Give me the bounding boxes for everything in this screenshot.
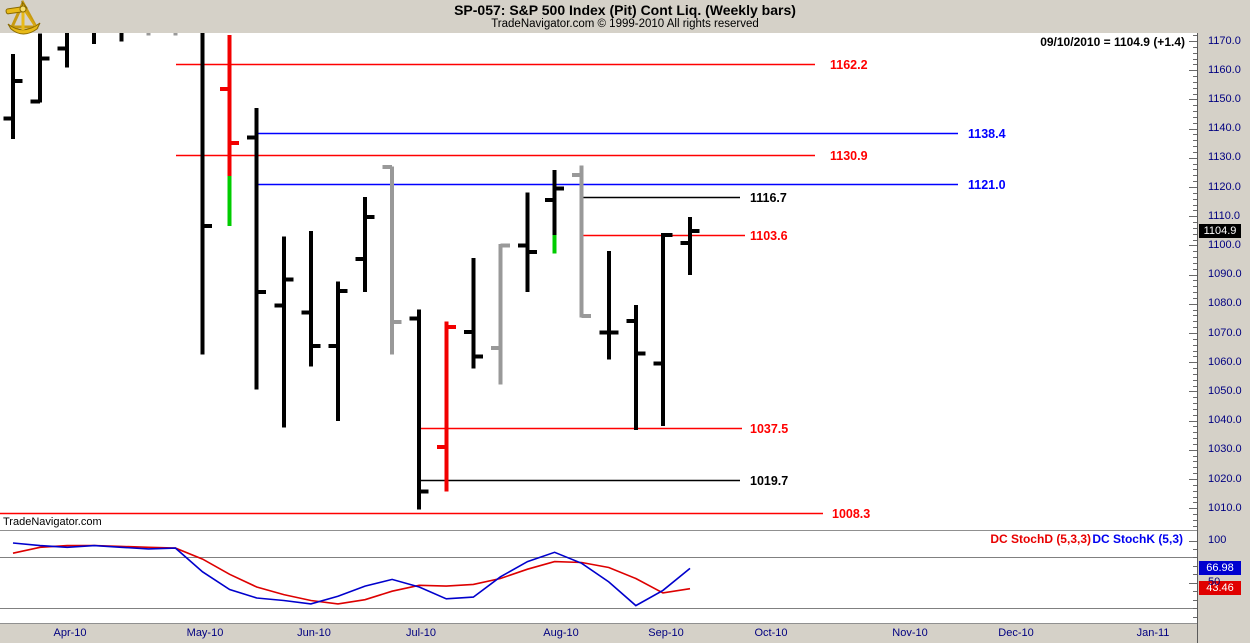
- ohlc-bar: [599, 251, 619, 360]
- ohlc-bar: [436, 321, 456, 492]
- ohlc-bar: [146, 33, 151, 36]
- time-axis: Apr-10 May-10 Jun-10 Jul-10 Aug-10 Sep-10 Oct-…: [0, 624, 1250, 643]
- price-axis-label: 1130.0: [1208, 151, 1241, 164]
- month-axis-label: Sep-10: [648, 627, 684, 639]
- ohlc-bar: [463, 258, 483, 369]
- ohlc-bar: [626, 304, 646, 431]
- price-axis-label: 1080.0: [1208, 297, 1242, 310]
- stochk-legend-label: DC StochK (5,3): [1092, 532, 1183, 546]
- level-label: 1019.7: [750, 474, 788, 488]
- ohlc-bar: [119, 33, 124, 42]
- stochastic-pane-canvas[interactable]: [0, 531, 1197, 623]
- ohlc-bar: [247, 108, 267, 390]
- level-label: 1130.9: [830, 149, 868, 163]
- month-axis-label: Jun-10: [297, 627, 331, 639]
- price-pane-canvas[interactable]: 1162.2 1138.4 1130.9 1121.0 1116.7 1103.6 1037…: [0, 33, 1197, 530]
- ohlc-bar: [200, 33, 213, 355]
- price-axis-label: 1010.0: [1208, 501, 1242, 514]
- stoch-axis-label: 50: [1208, 576, 1221, 589]
- month-axis-label: Dec-10: [998, 627, 1034, 639]
- ohlc-bar: [490, 243, 510, 385]
- ohlc-bar: [220, 35, 240, 227]
- month-axis-label: Apr-10: [53, 627, 87, 639]
- chart-subtitle: TradeNavigator.com © 1999-2010 All right…: [491, 18, 759, 30]
- ohlc-bar: [173, 33, 178, 36]
- stochastic-pane[interactable]: DC StochD (5,3,3) DC StochK (5,3): [0, 531, 1197, 624]
- price-axis-label: 1050.0: [1208, 384, 1242, 397]
- month-axis-label: Jan-11: [1136, 627, 1170, 639]
- level-label: 1037.5: [750, 422, 788, 436]
- price-axis-label: 1060.0: [1208, 355, 1242, 368]
- month-axis-label: Jul-10: [406, 627, 436, 639]
- ohlc-bar: [30, 33, 50, 104]
- price-pane[interactable]: 1162.2 1138.4 1130.9 1121.0 1116.7 1103.6 1037…: [0, 33, 1197, 531]
- stochk-line: [12, 542, 691, 607]
- price-axis-label: 1110.0: [1208, 209, 1241, 222]
- month-axis-label: Nov-10: [892, 627, 928, 639]
- last-quote-readout: 09/10/2010 = 1104.9 (+1.4): [1040, 35, 1185, 49]
- stoch-axis-label: 100: [1208, 534, 1227, 546]
- stochd-line: [12, 544, 691, 605]
- price-axis-label: 1090.0: [1208, 268, 1242, 281]
- ohlc-bar: [653, 233, 673, 426]
- ohlc-bar: [3, 54, 23, 140]
- ohlc-bar: [409, 309, 429, 510]
- ohlc-bar: [545, 170, 565, 254]
- price-tick-marks: [1189, 35, 1197, 527]
- stoch-tick-marks: [1189, 541, 1197, 618]
- stochk-value-box: 66.98: [1199, 561, 1241, 576]
- price-axis-label: 1040.0: [1208, 414, 1242, 427]
- level-label: 1116.7: [750, 191, 787, 205]
- month-axis-label: May-10: [186, 627, 224, 639]
- value-axis: 1104.9 66.98 43.46 1170.0 1160.0 1150.0 114…: [1197, 33, 1250, 643]
- ohlc-bar: [274, 236, 294, 428]
- ohlc-bar: [301, 231, 321, 367]
- title-bar: SP-057: S&P 500 Index (Pit) Cont Liq. (W…: [0, 0, 1250, 34]
- level-label: 1138.4: [968, 127, 1006, 141]
- price-axis-label: 1170.0: [1208, 34, 1241, 47]
- ohlc-bar: [355, 197, 375, 293]
- ohlc-bar: [680, 216, 700, 275]
- price-axis-label: 1120.0: [1208, 180, 1241, 193]
- ohlc-bar: [518, 192, 538, 293]
- month-axis-label: Aug-10: [543, 627, 579, 639]
- level-label: 1121.0: [968, 178, 1006, 192]
- price-axis-label: 1020.0: [1208, 472, 1242, 485]
- stochd-value-box: 43.46: [1199, 581, 1241, 596]
- price-axis-label: 1140.0: [1208, 122, 1241, 135]
- month-axis-label: Oct-10: [754, 627, 788, 639]
- chart-title: SP-057: S&P 500 Index (Pit) Cont Liq. (W…: [454, 2, 796, 18]
- watermark-text: TradeNavigator.com: [3, 516, 102, 528]
- tradenavigator-logo-icon: [2, 0, 48, 37]
- ohlc-bar: [328, 281, 348, 422]
- price-axis-label: 1150.0: [1208, 92, 1241, 105]
- level-label: 1103.6: [750, 229, 788, 243]
- ohlc-bar: [57, 33, 70, 68]
- price-axis-label: 1070.0: [1208, 326, 1242, 339]
- ohlc-bar: [92, 33, 97, 45]
- stochd-legend-label: DC StochD (5,3,3): [990, 532, 1091, 546]
- price-axis-label: 1030.0: [1208, 443, 1242, 456]
- ohlc-bar: [382, 165, 402, 355]
- ohlc-bar: [572, 165, 592, 318]
- level-label: 1162.2: [830, 58, 868, 72]
- level-label: 1008.3: [832, 507, 870, 521]
- last-price-box: 1104.9: [1199, 224, 1241, 239]
- price-axis-label: 1160.0: [1208, 63, 1241, 76]
- price-axis-label: 1100.0: [1208, 238, 1241, 251]
